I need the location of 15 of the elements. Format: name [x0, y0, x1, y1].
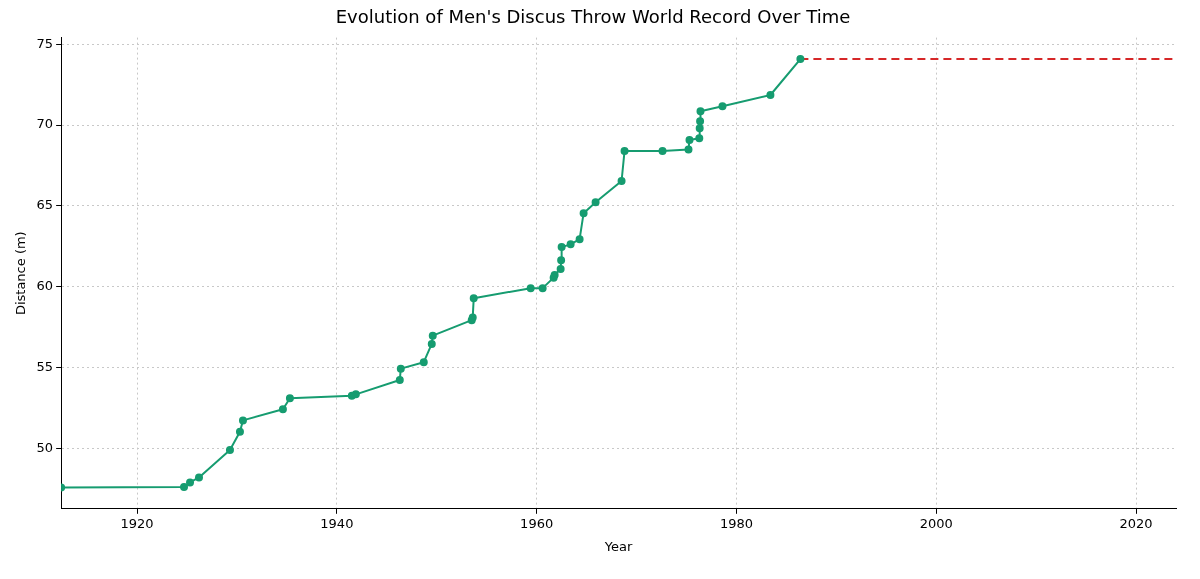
x-tick-label: 2000: [919, 515, 953, 531]
x-tick-label: 2020: [1119, 515, 1153, 531]
y-tick-label: 65: [36, 197, 54, 213]
y-tick-label: 50: [36, 439, 54, 455]
y-tick-label: 60: [36, 278, 54, 294]
x-tick-label: 1980: [719, 515, 753, 531]
chart-title: Evolution of Men's Discus Throw World Record Over Time: [335, 6, 851, 28]
y-tick-label: 55: [36, 358, 54, 374]
x-tick-label: 1960: [520, 515, 554, 531]
x-axis-title: Year: [603, 538, 633, 554]
x-tick-label: 1940: [320, 515, 354, 531]
x-tick-label: 1920: [120, 515, 154, 531]
y-tick-label: 70: [36, 116, 54, 132]
y-axis-title: Distance (m): [13, 231, 29, 316]
y-tick-label: 75: [36, 35, 54, 51]
